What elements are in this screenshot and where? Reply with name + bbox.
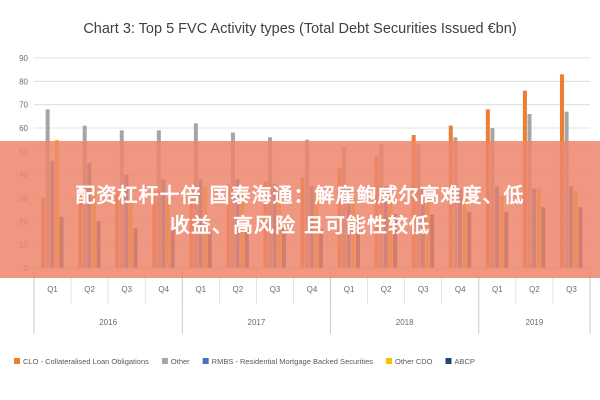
y-tick-label: 60 xyxy=(19,124,28,133)
overlay-banner: 配资杠杆十倍 国泰海通：解雇鲍威尔高难度、低 收益、高风险 且可能性较低 xyxy=(0,141,600,278)
x-tick-label: Q1 xyxy=(47,285,58,294)
x-tick-label: Q1 xyxy=(344,285,355,294)
legend-label: ABCP xyxy=(455,357,475,366)
x-year-label: 2016 xyxy=(99,318,117,327)
chart-title: Chart 3: Top 5 FVC Activity types (Total… xyxy=(83,21,516,37)
legend-swatch xyxy=(445,358,452,364)
legend-label: RMBS - Residential Mortgage Backed Secur… xyxy=(212,357,374,366)
x-year-label: 2017 xyxy=(248,318,266,327)
x-tick-label: Q1 xyxy=(195,285,206,294)
y-tick-label: 90 xyxy=(19,54,28,63)
legend: CLO - Collateralised Loan Obligations Oth… xyxy=(14,357,475,366)
x-tick-label: Q2 xyxy=(529,285,540,294)
overlay-headline-line-1: 配资杠杆十倍 国泰海通：解雇鲍威尔高难度、低 xyxy=(75,182,525,207)
legend-label: CLO - Collateralised Loan Obligations xyxy=(23,357,149,366)
x-tick-label: Q2 xyxy=(381,285,392,294)
x-tick-label: Q4 xyxy=(455,285,466,294)
legend-label: Other CDO xyxy=(395,357,433,366)
x-tick-label: Q3 xyxy=(566,285,577,294)
x-year-label: 2018 xyxy=(396,318,414,327)
y-tick-label: 70 xyxy=(19,101,28,110)
x-tick-label: Q4 xyxy=(307,285,318,294)
x-tick-label: Q3 xyxy=(270,285,281,294)
x-tick-label: Q4 xyxy=(158,285,169,294)
x-tick-label: Q1 xyxy=(492,285,503,294)
legend-swatch xyxy=(202,358,209,364)
x-tick-label: Q3 xyxy=(418,285,429,294)
x-tick-label: Q2 xyxy=(233,285,244,294)
overlay-headline-line-2: 收益、高风险 且可能性较低 xyxy=(170,212,430,237)
x-tick-label: Q3 xyxy=(121,285,132,294)
legend-swatch xyxy=(161,358,168,364)
legend-swatch xyxy=(386,358,392,364)
y-tick-label: 80 xyxy=(19,77,28,86)
legend-swatch xyxy=(14,358,20,364)
x-tick-label: Q2 xyxy=(84,285,95,294)
legend-label: Other xyxy=(171,357,190,366)
x-year-label: 2019 xyxy=(526,318,544,327)
